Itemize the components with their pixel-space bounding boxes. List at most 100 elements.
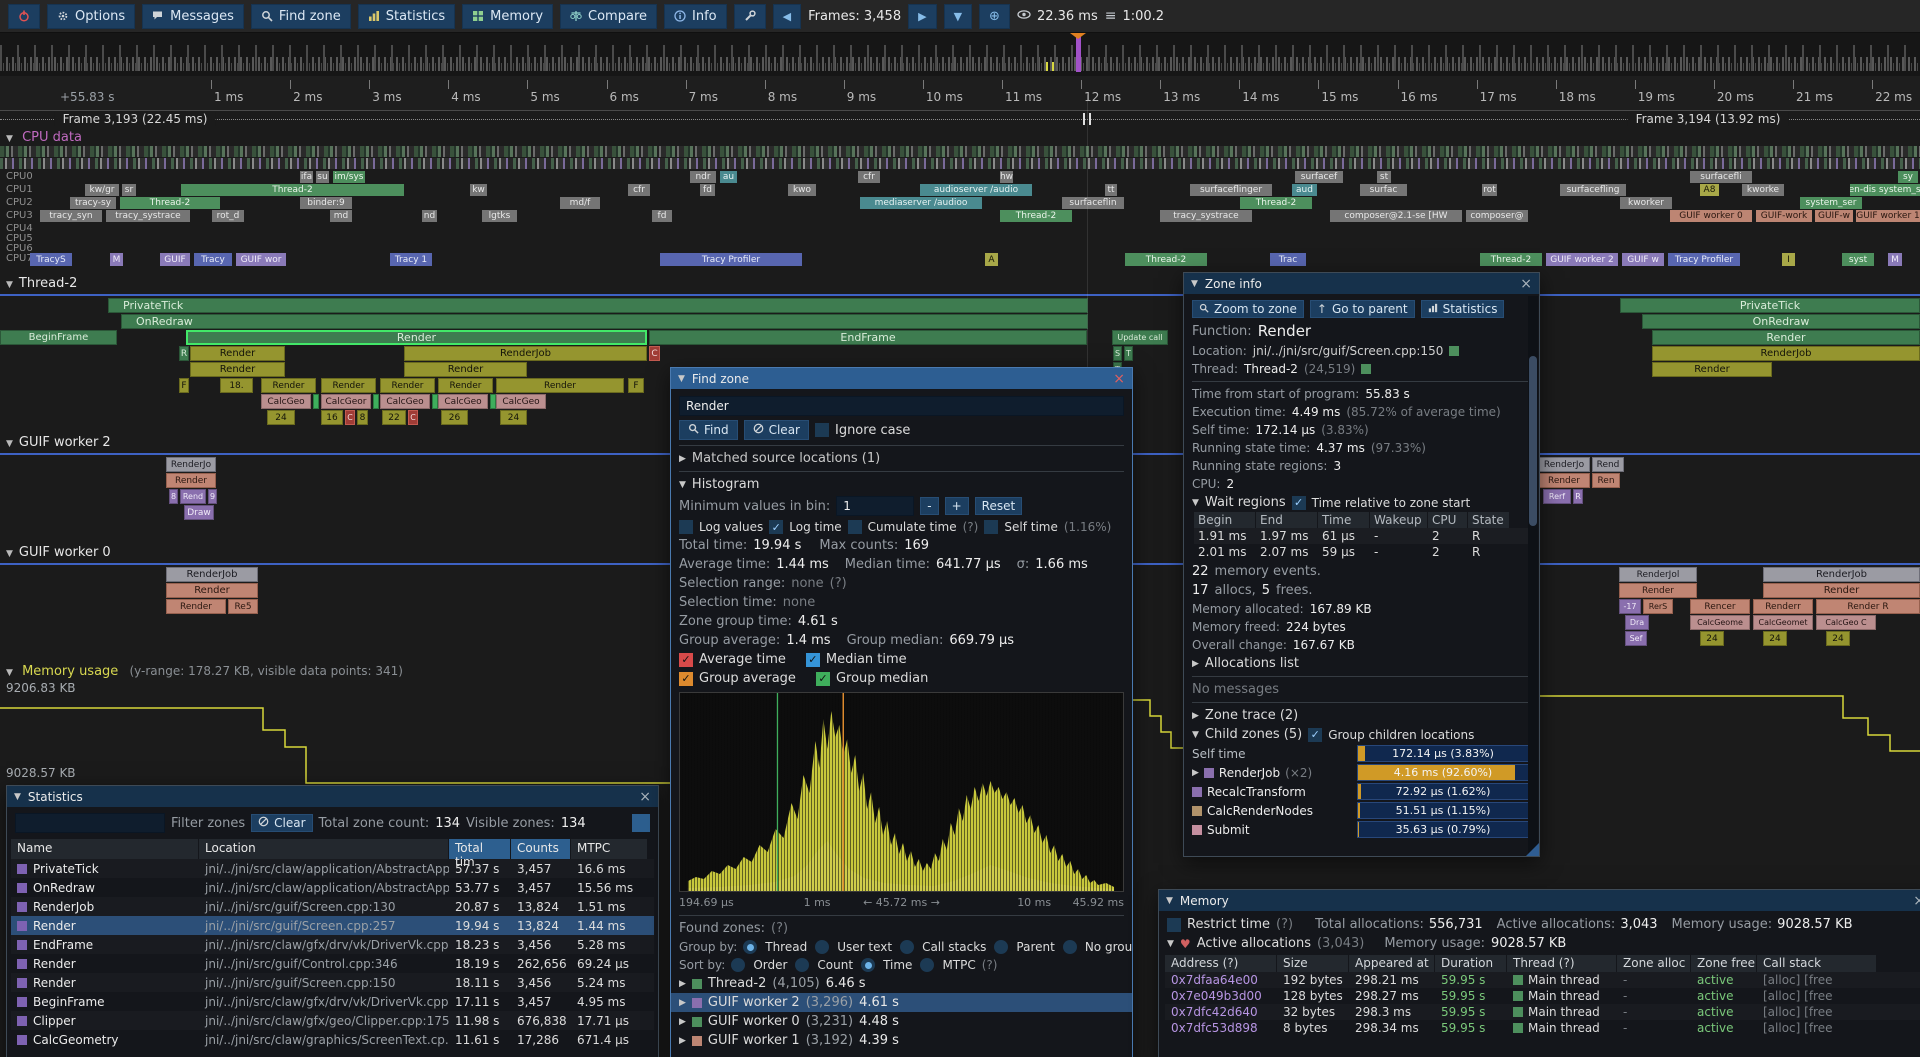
close-icon[interactable]: ×: [1113, 370, 1125, 387]
timeline-zone[interactable]: tracy_syn: [40, 210, 102, 222]
column-header-thread-[interactable]: Thread (?): [1507, 955, 1617, 972]
table-row[interactable]: PrivateTick jni/../jni/src/claw/applicati…: [11, 859, 654, 878]
table-row[interactable]: Render jni/../jni/src/guif/Screen.cpp:150…: [11, 973, 654, 992]
wait-region-row[interactable]: 1.91 ms 1.97 ms 61 µs - 2 R: [1194, 528, 1529, 544]
clear-button[interactable]: Clear: [743, 420, 809, 440]
child-zone-row[interactable]: ▶ RenderJob (×2) 4.16 ms (92.60%): [1184, 763, 1539, 782]
timeline-zone[interactable]: Renderr: [1753, 599, 1813, 614]
memory-usage-header[interactable]: ▼ Memory usage (y-range: 178.27 KB, visi…: [6, 664, 403, 679]
timeline-zone[interactable]: Rencer: [1690, 599, 1750, 614]
timeline-zone[interactable]: GUIF w: [1622, 253, 1664, 266]
timeline-zone[interactable]: Render: [321, 378, 376, 393]
timeline-zone[interactable]: composer@: [1466, 210, 1528, 222]
column-header-zone-alloc[interactable]: Zone alloc: [1617, 955, 1691, 972]
timeline-zone[interactable]: CalcGeomet: [1753, 615, 1813, 630]
timeline-zone[interactable]: Tracy: [194, 253, 232, 266]
legend-checkbox[interactable]: ✓: [805, 652, 820, 667]
column-header-name[interactable]: Name: [11, 839, 199, 859]
timeline-zone[interactable]: 24: [500, 410, 527, 425]
column-header-mtpc[interactable]: MTPC: [571, 839, 648, 859]
timeline-zone[interactable]: nd: [422, 210, 437, 222]
found-zone-group[interactable]: ▶ Thread-2 (4,105) 6.46 s: [671, 974, 1132, 993]
sort-by-radio-count[interactable]: [795, 958, 810, 972]
column-header-address-[interactable]: Address (?): [1165, 955, 1277, 972]
timeline-zone[interactable]: st: [1377, 171, 1391, 183]
timeline-zone[interactable]: Render: [190, 362, 285, 377]
child-zone-row[interactable]: RecalcTransform 72.92 µs (1.62%): [1184, 782, 1539, 801]
timeline-zone[interactable]: CalcGeo: [438, 394, 488, 409]
timeline-zone[interactable]: Render: [1538, 473, 1590, 488]
cumulate-time-checkbox[interactable]: [847, 520, 862, 534]
find-button[interactable]: Find: [679, 420, 738, 440]
timeline-zone[interactable]: Tracy 1: [390, 253, 432, 266]
timeline-zone[interactable]: Draw: [184, 505, 214, 520]
table-row[interactable]: Render jni/../jni/src/guif/Screen.cpp:257…: [11, 916, 654, 935]
timeline-zone[interactable]: sen-dis system_se: [1850, 184, 1920, 196]
table-row[interactable]: CalcGeometry jni/../jni/src/claw/graphics…: [11, 1030, 654, 1049]
timeline-zone[interactable]: [490, 394, 496, 409]
timeline-zone[interactable]: RenderJob: [166, 567, 258, 582]
timeline-zone[interactable]: Thread-2: [1480, 253, 1542, 266]
min-bin-decrease-button[interactable]: -: [920, 497, 939, 515]
timeline-zone[interactable]: CalcGeome: [1690, 615, 1750, 630]
timeline-zone[interactable]: surfaceflin: [1062, 197, 1124, 209]
frame-row[interactable]: Frame 3,193 (22.45 ms) Frame 3,194 (13.9…: [0, 110, 1920, 128]
options-button[interactable]: Options: [47, 3, 136, 29]
timeline-zone[interactable]: [432, 394, 438, 409]
timeline-zone[interactable]: OnRedraw: [121, 314, 1088, 329]
frame-dropdown-button[interactable]: ▼: [943, 3, 973, 29]
prev-frame-button[interactable]: ◀: [772, 3, 802, 29]
timeline-zone[interactable]: au: [720, 171, 737, 183]
reset-button[interactable]: Reset: [974, 497, 1023, 515]
histogram-plot[interactable]: [679, 692, 1124, 892]
timeline-zone[interactable]: RenderJob: [1652, 346, 1920, 361]
column-header-location[interactable]: Location: [199, 839, 449, 859]
time-relative-checkbox[interactable]: ✓: [1291, 495, 1306, 510]
self-time-checkbox[interactable]: [984, 520, 999, 534]
help-marker[interactable]: (?): [829, 576, 847, 591]
messages-button[interactable]: Messages: [142, 3, 244, 29]
cpu-data-header[interactable]: ▼ CPU data: [6, 130, 82, 145]
group-by-radio-no-groupi[interactable]: [1062, 940, 1077, 954]
tools-button[interactable]: [733, 3, 766, 29]
allocation-row[interactable]: 0x7dfc42d640 32 bytes 298.3 ms 59.95 s Main …: [1165, 1004, 1920, 1020]
timeline-zone[interactable]: tracy_systrace: [1160, 210, 1252, 222]
timeline-zone[interactable]: 8: [357, 410, 368, 425]
statistics-titlebar[interactable]: ▼ Statistics ×: [7, 786, 658, 807]
timeline-zone[interactable]: F: [179, 378, 189, 393]
timeline-zone[interactable]: TracyS: [30, 253, 72, 266]
timeline-zone[interactable]: surfacef: [1295, 171, 1343, 183]
child-zone-row[interactable]: Self time 172.14 µs (3.83%): [1184, 744, 1539, 763]
timeline-zone[interactable]: F: [628, 378, 644, 393]
help-marker[interactable]: (?): [771, 921, 789, 936]
timeline-zone[interactable]: T: [1124, 346, 1133, 361]
timeline-zone[interactable]: 24: [1763, 631, 1787, 646]
timeline-zone[interactable]: Tracy Profiler: [1668, 253, 1740, 266]
memory-usage-graph[interactable]: [0, 692, 1920, 792]
timeline-zone[interactable]: Thread-2: [1000, 210, 1072, 222]
timeline-zone[interactable]: GUIF worker 1: [1856, 210, 1920, 222]
zone-info-titlebar[interactable]: ▼ Zone info ×: [1184, 273, 1539, 294]
timeline-zone[interactable]: fd: [700, 184, 715, 196]
collapse-icon[interactable]: ▼: [1167, 938, 1174, 949]
log-time-checkbox[interactable]: ✓: [769, 520, 784, 534]
timeline-zone[interactable]: ifa: [300, 171, 313, 183]
goto-frame-button[interactable]: ⊕: [979, 3, 1010, 29]
timeline-zone[interactable]: Render: [438, 378, 493, 393]
allocation-row[interactable]: 0x7dfc53d898 8 bytes 298.34 ms 59.95 s Main …: [1165, 1020, 1920, 1036]
timeline-zone[interactable]: C: [649, 346, 660, 361]
timeline-zone[interactable]: 16: [321, 410, 343, 425]
timeline-zone[interactable]: M: [1888, 253, 1902, 266]
timeline-zone[interactable]: Render: [166, 583, 258, 598]
group-by-radio-call-stacks[interactable]: [900, 940, 915, 954]
timeline-zone[interactable]: Thread-2: [120, 197, 220, 209]
timeline-zone[interactable]: Render: [404, 362, 527, 377]
collapse-icon[interactable]: ▼: [679, 479, 686, 490]
timeline-zone[interactable]: GUIF wor: [236, 253, 286, 266]
power-button[interactable]: [8, 3, 40, 29]
timeline-zone[interactable]: sy: [1898, 171, 1918, 183]
timeline-zone[interactable]: surfacefli: [1690, 171, 1752, 183]
min-bin-increase-button[interactable]: +: [944, 497, 969, 515]
memory-titlebar[interactable]: ▼ Memory ×: [1159, 890, 1920, 911]
zone-search-input[interactable]: [679, 396, 1124, 416]
